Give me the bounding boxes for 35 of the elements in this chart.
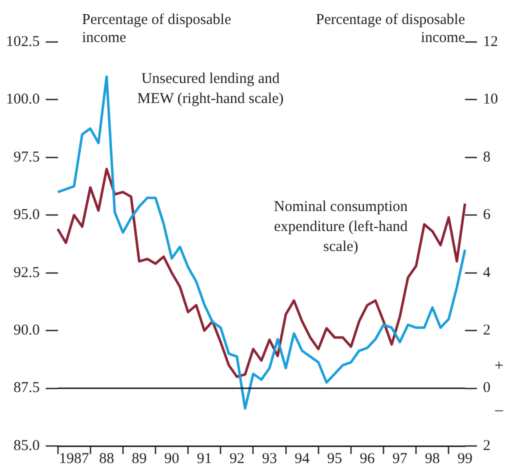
x-tick-label: 90	[164, 450, 180, 464]
y2-tick-label: 12	[483, 34, 498, 50]
x-tick-label: 96	[360, 450, 376, 464]
y2-tick-label: 2	[483, 438, 490, 454]
text: –	[494, 401, 504, 418]
x-tick-label: 98	[424, 450, 440, 464]
y2-tick-label: 2	[483, 322, 490, 339]
series-label: Unsecured lending and MEW (right-hand scale)	[137, 70, 284, 107]
y-tick-label: 102.5	[6, 34, 40, 50]
x-tick-label: 95	[327, 450, 342, 464]
x-tick-label: 89	[132, 450, 147, 464]
x-tick-label: 99	[458, 450, 472, 464]
text: +	[494, 357, 504, 374]
y-tick-label: 100.0	[6, 92, 40, 108]
x-tick-label: 92	[229, 450, 244, 464]
x-tick-label: 91	[196, 450, 212, 464]
y-tick-label: 87.5	[14, 380, 40, 396]
y2-tick-label: 10	[483, 92, 498, 108]
y2-tick-label: 8	[483, 149, 490, 166]
y-tick-label: 95.0	[14, 207, 40, 224]
series-label: Nominal consumption expenditure (left-hand scale)	[274, 198, 408, 255]
y2-axis-title: Percentage of disposable income	[316, 12, 466, 46]
y-tick-label: 85.0	[14, 438, 40, 454]
y2-tick-label: 6	[483, 207, 491, 224]
y-tick-label: 90.0	[14, 322, 40, 339]
y2-tick-label: 4	[483, 264, 491, 281]
y-tick-label: 92.5	[14, 264, 40, 281]
x-tick-label: 97	[392, 450, 408, 464]
x-tick-label: 94	[294, 450, 310, 464]
x-tick-label: 88	[99, 450, 114, 464]
x-tick-label: 93	[262, 450, 278, 464]
y-tick-label: 97.5	[14, 149, 40, 166]
x-tick-label: 1987	[59, 450, 90, 464]
y2-tick-label: 0	[483, 380, 490, 396]
y-axis-title: Percentage of disposable income	[82, 12, 232, 46]
